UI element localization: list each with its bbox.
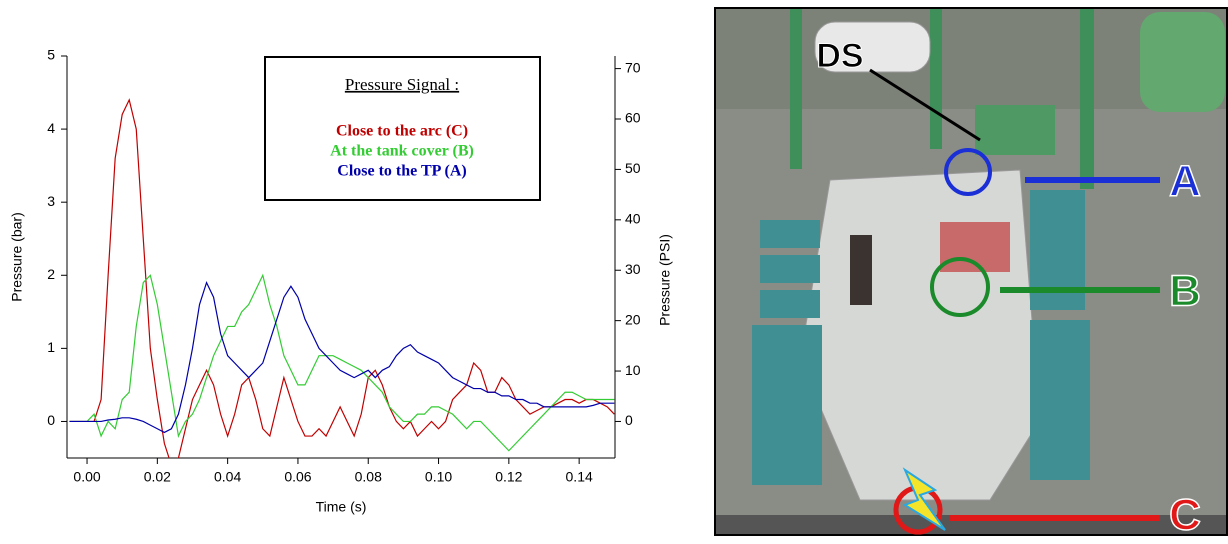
ds-arrow [869,68,981,142]
x-tick-label: 0.06 [284,469,311,485]
frame [790,9,802,169]
photo-label-b: B [1169,267,1201,316]
legend-entry: Close to the arc (C) [336,123,468,140]
y2-axis-label: Pressure (PSI) [657,234,673,326]
series-line [69,98,615,458]
tank [1140,12,1225,112]
marker-b [930,257,990,317]
plot-area [69,98,615,458]
x-tick-label: 0.00 [73,469,100,485]
y-tick-label: 5 [47,47,55,63]
y-tick-label: 3 [47,193,55,209]
x-axis-label: Time (s) [316,499,367,515]
x-tick-label: 0.08 [355,469,382,485]
arc-icon [902,467,946,531]
x-tick-label: 0.14 [566,469,593,485]
y-tick-label: 0 [47,412,55,428]
x-tick-label: 0.10 [425,469,452,485]
y-tick-label: 2 [47,266,55,282]
y-tick-label: 1 [47,339,55,355]
y2-tick-label: 50 [625,160,641,176]
legend-box [264,56,541,201]
series-line [69,280,615,434]
y2-tick-label: 60 [625,110,641,126]
y-axis-label: Pressure (bar) [9,212,25,301]
marker-a [944,148,992,196]
photo: DS A B C [714,7,1228,540]
photo-label-ds: DS [816,37,863,75]
x-tick-label: 0.12 [495,469,522,485]
frame [1080,9,1094,189]
y2-tick-label: 0 [625,412,633,428]
y2-tick-label: 70 [625,59,641,75]
x-tick-label: 0.02 [144,469,171,485]
conservator-pipe [975,105,1055,155]
legend-entry: Close to the TP (A) [337,163,466,180]
legend-title: Pressure Signal : [345,75,459,94]
photo-label-a: A [1169,157,1201,206]
y2-tick-label: 20 [625,311,641,327]
x-tick-label: 0.04 [214,469,241,485]
y2-tick-label: 40 [625,211,641,227]
bushing [850,235,872,305]
y2-tick-label: 30 [625,261,641,277]
chart: Time (s) Pressure (bar) Pressure (PSI) P… [9,47,673,515]
frame [930,9,942,149]
photo-label-c: C [1169,491,1201,540]
y-tick-label: 4 [47,120,55,136]
y2-tick-label: 10 [625,362,641,378]
legend-entry: At the tank cover (B) [330,143,474,160]
series-line [69,273,615,452]
